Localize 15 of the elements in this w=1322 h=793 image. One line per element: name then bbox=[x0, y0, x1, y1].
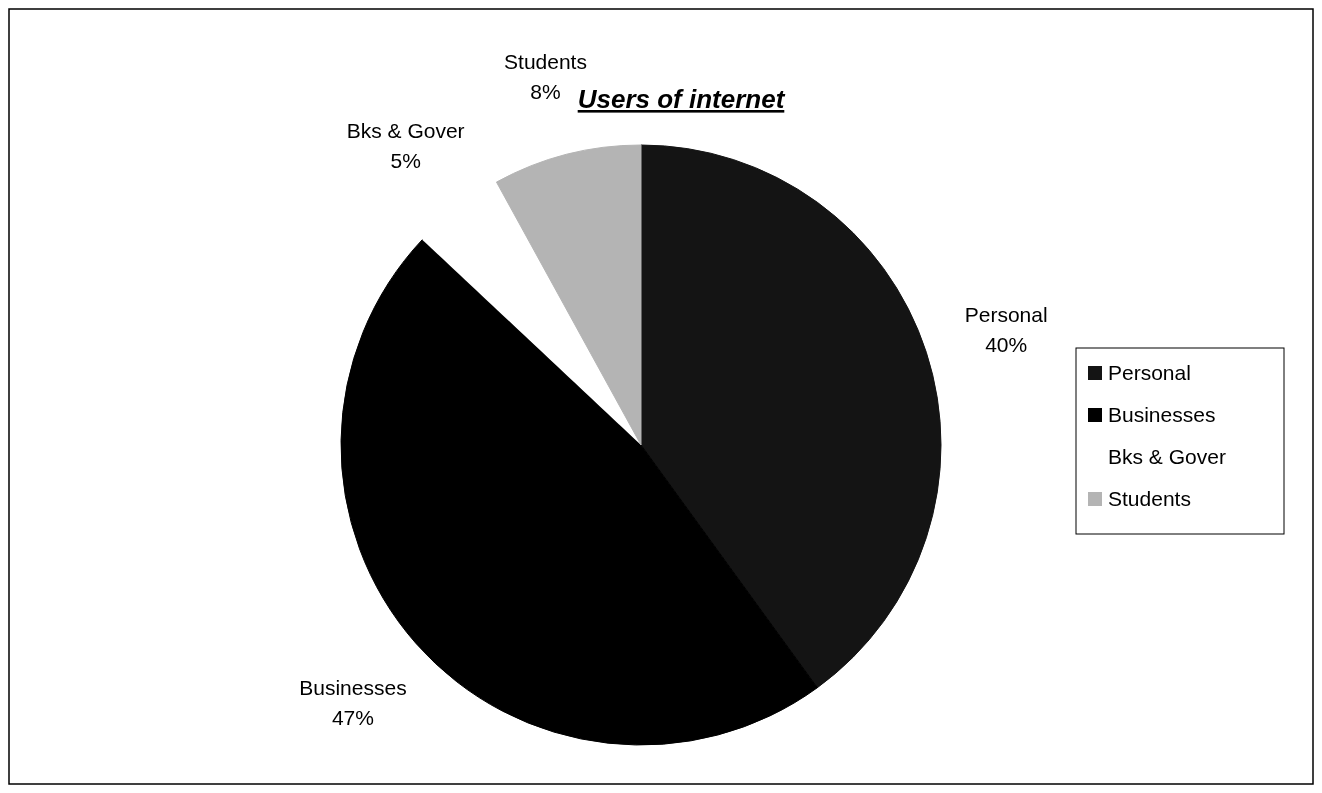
data-label: 8% bbox=[530, 80, 561, 104]
text: Users of internet bbox=[577, 84, 786, 114]
data-label: 47% bbox=[331, 705, 374, 729]
pie-slice bbox=[495, 144, 642, 446]
category-label: Bks & Gover bbox=[1108, 445, 1226, 468]
legend-label: Personal bbox=[1108, 361, 1191, 384]
slice-label: Bks & Gover bbox=[346, 118, 465, 142]
legend-label: Businesses bbox=[1108, 403, 1216, 426]
slice-label: Businesses bbox=[299, 675, 407, 699]
slice-label: Students bbox=[504, 50, 587, 74]
pie-slice bbox=[640, 144, 941, 689]
slice-label: Personal bbox=[964, 303, 1048, 327]
data-label: 5% bbox=[390, 148, 421, 172]
legend-label: Students bbox=[1108, 487, 1191, 510]
data-label: 40% bbox=[985, 333, 1028, 357]
